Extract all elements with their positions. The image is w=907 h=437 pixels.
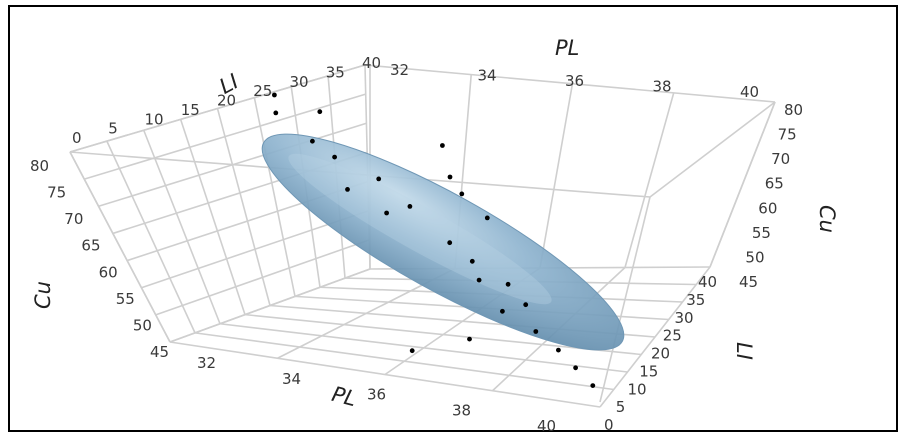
tick-label-top-li: 10 bbox=[145, 110, 164, 128]
grid-line-li bbox=[179, 119, 246, 315]
tick-label-right-cu: 60 bbox=[758, 199, 777, 217]
tick-label-right-cu: 75 bbox=[778, 126, 797, 144]
tick-label-right-li: 15 bbox=[639, 362, 658, 380]
tick-label-top-pl: 40 bbox=[740, 83, 759, 101]
tick-label-bottom-pl: 34 bbox=[282, 370, 301, 388]
data-point bbox=[440, 143, 445, 148]
data-point bbox=[447, 174, 453, 180]
tick-label-right-cu: 50 bbox=[745, 248, 764, 266]
axis-title-bottom-pl: PL bbox=[329, 382, 358, 411]
tick-label-top-pl: 36 bbox=[565, 72, 584, 90]
data-point bbox=[409, 348, 415, 354]
tick-label-top-li: 40 bbox=[362, 54, 381, 72]
tick-label-left-cu: 80 bbox=[30, 157, 49, 175]
grid-line-li bbox=[253, 97, 296, 297]
tick-label-right-cu: 70 bbox=[771, 150, 790, 168]
grid-line-cu bbox=[98, 122, 367, 208]
tick-label-top-li: 35 bbox=[326, 63, 345, 81]
tick-label-bottom-pl: 40 bbox=[537, 417, 556, 434]
tick-label-top-li: 5 bbox=[108, 120, 118, 138]
data-point bbox=[273, 110, 279, 116]
data-point bbox=[484, 215, 490, 221]
tick-label-right-cu: 55 bbox=[752, 224, 771, 242]
grid-line-li bbox=[216, 108, 271, 306]
grid-line-cu bbox=[84, 93, 366, 180]
tick-label-top-li: 0 bbox=[72, 129, 82, 147]
axis-title-left-cu: Cu bbox=[31, 281, 55, 309]
tick-label-bottom-pl: 36 bbox=[367, 386, 386, 404]
axis-title-top-pl: PL bbox=[555, 36, 579, 60]
grid-line-pl bbox=[624, 92, 675, 268]
data-point bbox=[317, 109, 323, 115]
tick-label-left-cu: 45 bbox=[150, 343, 169, 361]
tick-label-top-li: 20 bbox=[217, 92, 236, 110]
tick-label-right-li: 0 bbox=[604, 416, 614, 434]
data-point bbox=[500, 308, 505, 314]
grid-line-li bbox=[143, 129, 221, 325]
tick-label-bottom-pl: 38 bbox=[452, 401, 471, 419]
tick-label-right-li: 35 bbox=[686, 291, 705, 309]
axis-title-right-cu: Cu bbox=[815, 205, 839, 233]
data-point bbox=[469, 258, 475, 264]
floor-grid-line-li bbox=[219, 322, 628, 373]
tick-label-left-cu: 55 bbox=[116, 290, 135, 308]
floor-grid-line-li bbox=[194, 332, 614, 391]
data-point bbox=[590, 383, 596, 388]
chart-frame: 0 5 10 15 20 25 30 35 40 32 34 36 38 40 80 75 70 65 60 55 50… bbox=[8, 5, 898, 434]
axis-title-right-li: LI bbox=[732, 342, 756, 360]
tick-label-right-li: 40 bbox=[698, 273, 717, 291]
data-point bbox=[384, 210, 389, 216]
tick-label-right-cu: 65 bbox=[765, 175, 784, 193]
tick-label-left-cu: 50 bbox=[133, 316, 152, 334]
data-point bbox=[345, 187, 350, 192]
tick-label-top-pl: 38 bbox=[653, 78, 672, 96]
grid-line-li bbox=[69, 151, 171, 343]
tick-label-right-li: 20 bbox=[651, 345, 670, 363]
data-point bbox=[505, 281, 511, 287]
tick-label-right-li: 10 bbox=[628, 380, 647, 398]
tick-label-right-li: 5 bbox=[616, 398, 626, 416]
floor-grid-line-li bbox=[169, 341, 601, 408]
data-point bbox=[467, 336, 472, 342]
floor-grid-line-li bbox=[244, 313, 642, 356]
data-point bbox=[476, 277, 482, 283]
tick-label-top-pl: 34 bbox=[478, 67, 497, 85]
box-edge-top-right bbox=[649, 101, 776, 198]
data-point bbox=[310, 138, 315, 144]
tick-label-top-li: 25 bbox=[253, 82, 272, 100]
tick-label-right-li: 25 bbox=[663, 327, 682, 345]
data-point bbox=[459, 191, 465, 197]
data-point bbox=[376, 176, 382, 182]
tick-label-left-cu: 60 bbox=[99, 263, 118, 281]
data-point bbox=[556, 347, 561, 353]
tick-label-left-cu: 75 bbox=[47, 184, 66, 202]
tick-label-top-pl: 32 bbox=[390, 61, 409, 79]
grid-line-cu bbox=[69, 64, 366, 153]
tick-label-left-cu: 65 bbox=[81, 237, 100, 255]
grid-line-cu bbox=[155, 239, 370, 316]
tick-label-right-cu: 80 bbox=[784, 101, 803, 119]
grid-line-pl bbox=[539, 83, 574, 269]
data-point bbox=[573, 365, 578, 371]
data-point bbox=[272, 92, 277, 98]
data-point bbox=[447, 240, 453, 246]
tick-label-right-cu: 45 bbox=[739, 273, 758, 291]
box-edge-top-back bbox=[364, 64, 776, 103]
data-point bbox=[332, 154, 337, 160]
tick-label-top-li: 30 bbox=[290, 73, 309, 91]
tick-label-bottom-pl: 32 bbox=[197, 354, 216, 372]
grid-line-pl bbox=[709, 101, 776, 268]
grid-line-li bbox=[106, 140, 196, 334]
data-point bbox=[533, 329, 539, 334]
data-points bbox=[272, 92, 596, 388]
tick-label-top-li: 15 bbox=[181, 101, 200, 119]
tick-label-left-cu: 70 bbox=[64, 210, 83, 228]
confidence-ellipsoid bbox=[261, 133, 625, 351]
data-point bbox=[523, 302, 529, 308]
data-point bbox=[407, 204, 413, 209]
tick-label-right-li: 30 bbox=[675, 309, 694, 327]
